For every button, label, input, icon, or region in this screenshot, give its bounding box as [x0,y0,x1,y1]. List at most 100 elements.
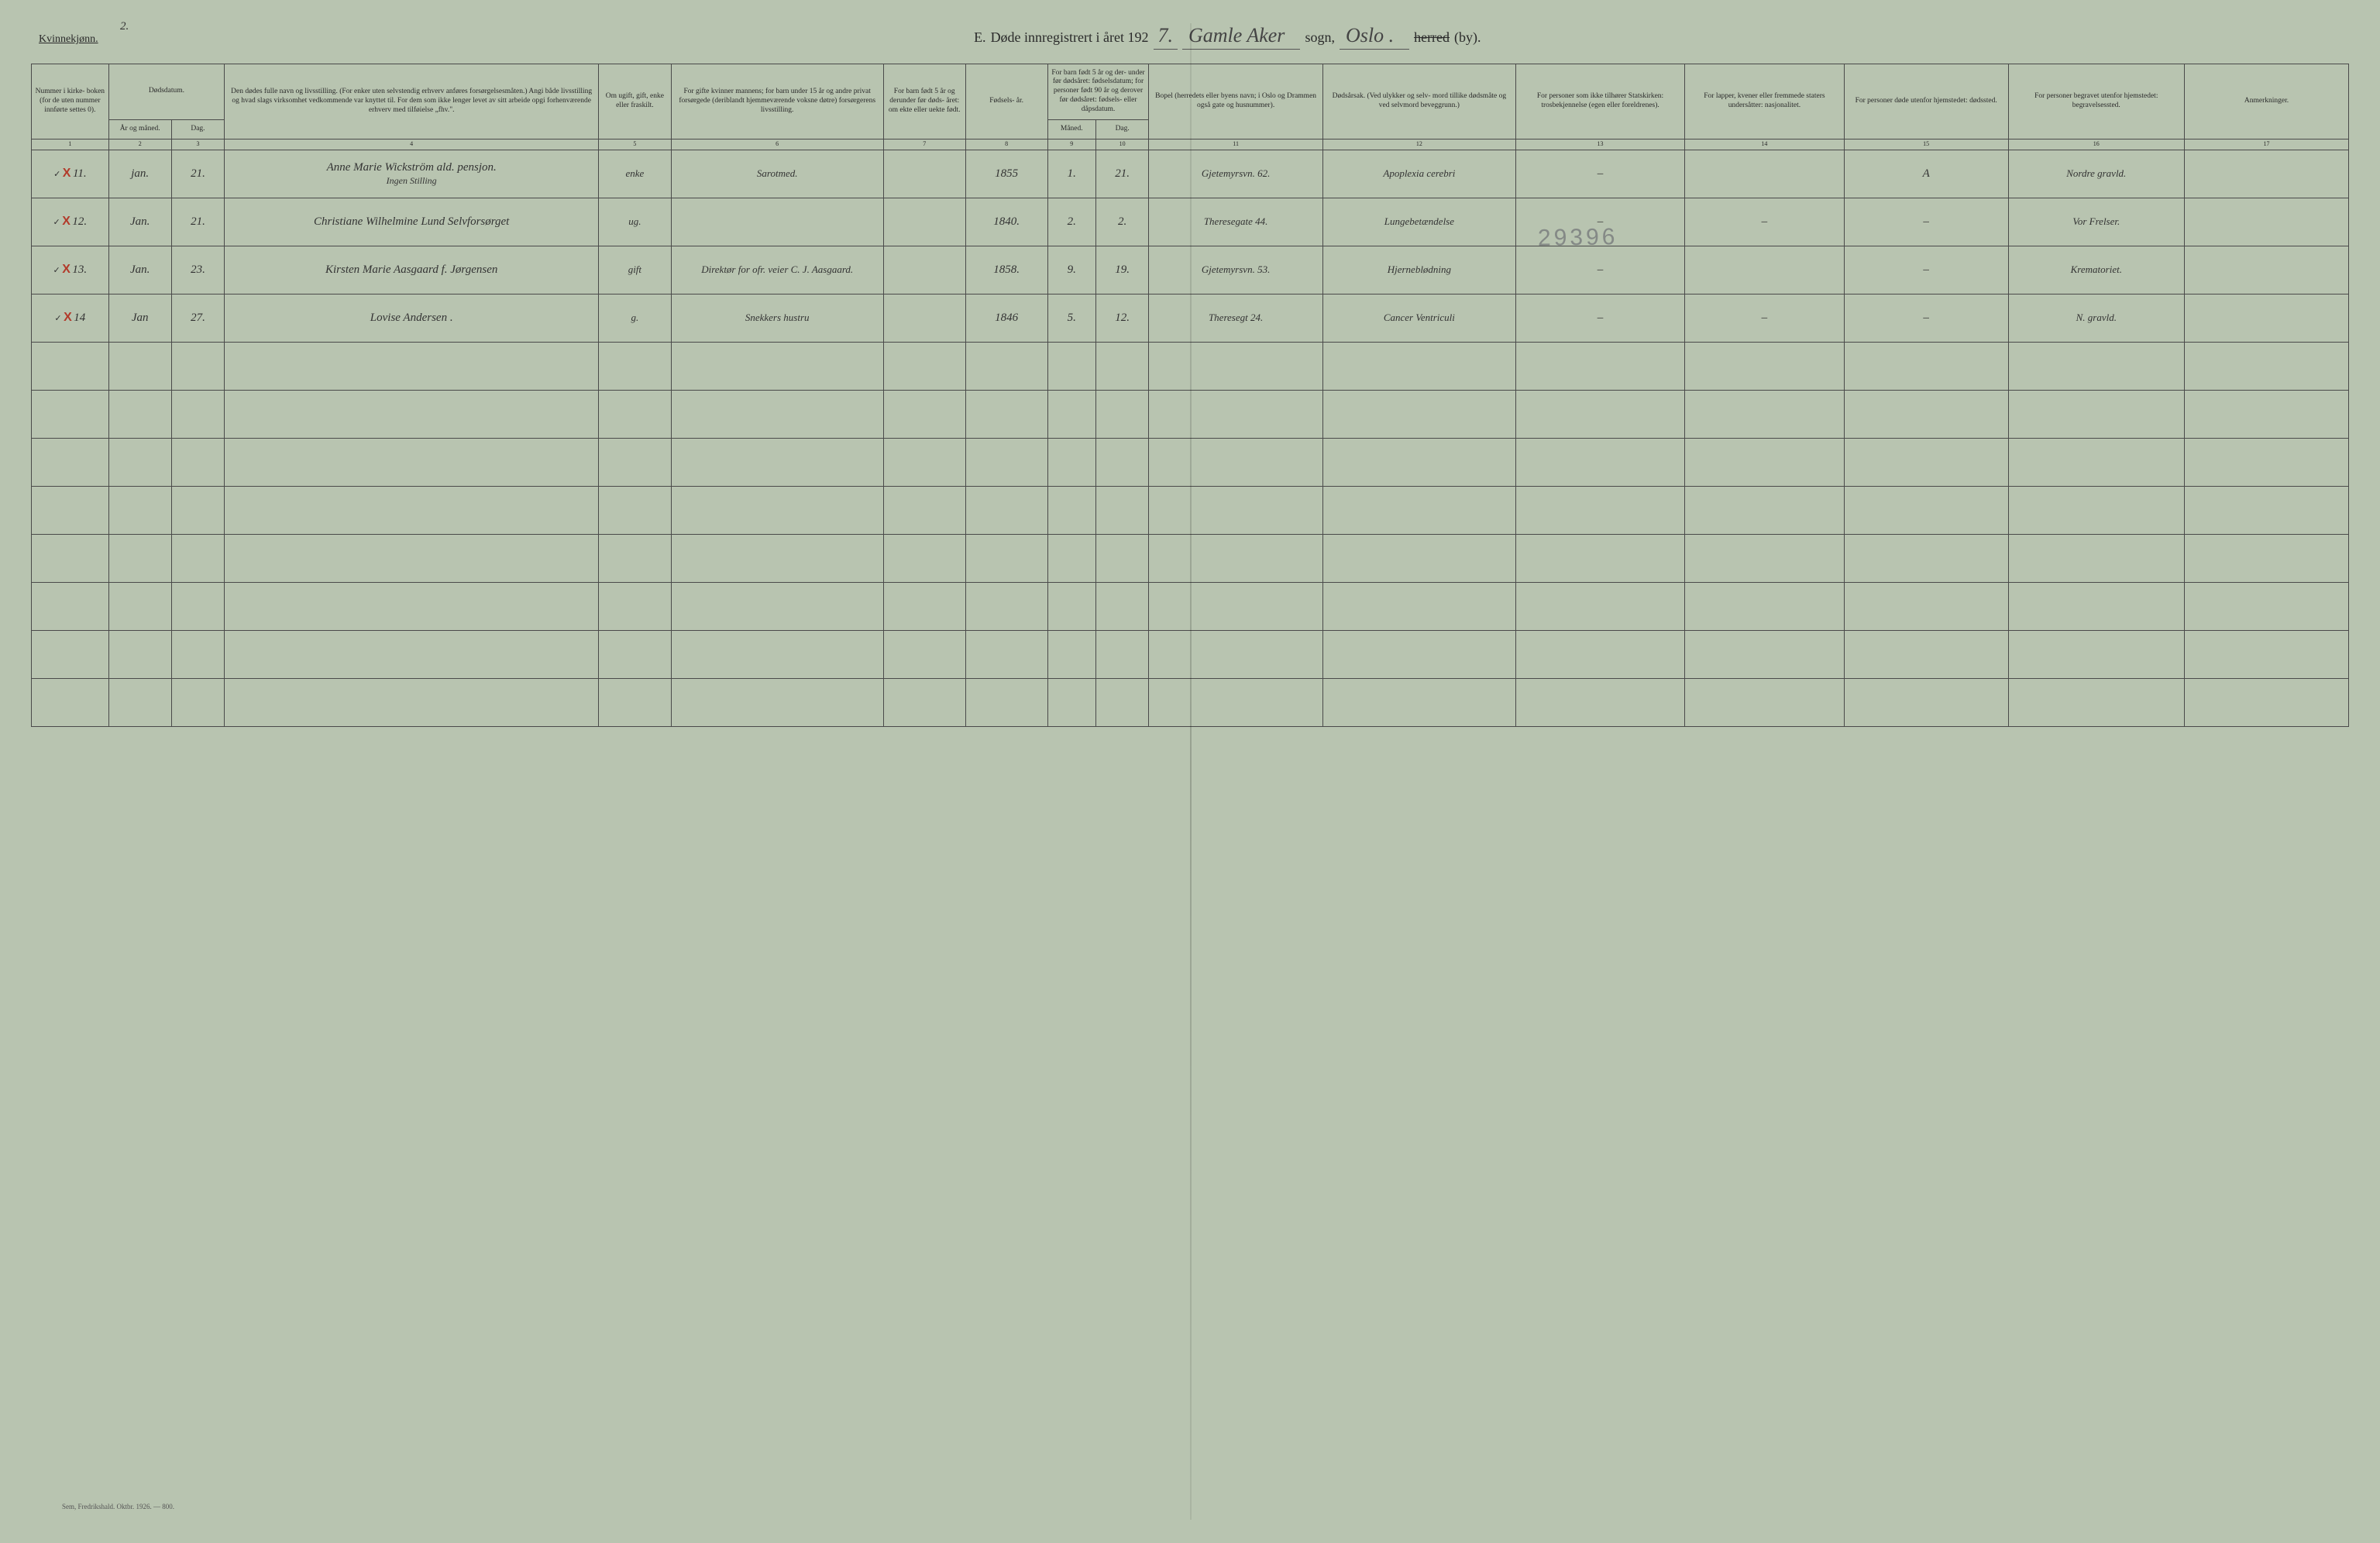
cell-cause: Hjerneblødning [1322,246,1515,294]
empty-cell [1322,342,1515,390]
empty-cell [1149,678,1322,726]
table-row: ✓ X 13.Jan.23.Kirsten Marie Aasgaard f. … [32,246,2349,294]
entry-number: 11. [73,167,87,180]
name: Lovise Andersen . [227,311,596,325]
city-handwritten: Oslo . [1340,23,1409,50]
empty-cell [2185,534,2349,582]
col-header-3: Dag. [171,119,225,139]
empty-cell [1047,342,1095,390]
cell-17 [2185,198,2349,246]
empty-cell [671,678,883,726]
empty-cell [1149,630,1322,678]
colnum: 2 [108,139,171,150]
birth-month: 2. [1068,215,1076,228]
empty-cell [1095,438,1149,486]
cell-cause: Apoplexia cerebri [1322,150,1515,198]
empty-cell [171,390,225,438]
month: Jan. [130,215,150,228]
c14: – [1762,215,1768,228]
empty-cell [1516,342,1685,390]
empty-cell [225,342,599,390]
burial-place: N. gravld. [2076,312,2117,323]
by-suffix: (by). [1454,29,1481,46]
empty-cell [599,534,671,582]
cell-birthyear: 1846 [965,294,1047,342]
col-header-10: Dag. [1095,119,1149,139]
table-row-empty [32,438,2349,486]
page-corner-number: 2. [120,19,129,34]
colnum: 7 [883,139,965,150]
table-row-empty [32,630,2349,678]
name: Kirsten Marie Aasgaard f. Jørgensen [227,263,596,277]
burial-place: Nordre gravld. [2066,167,2126,179]
c13: – [1598,167,1604,180]
empty-cell [599,390,671,438]
cell-day: 23. [171,246,225,294]
empty-cell [1047,582,1095,630]
empty-cell [671,390,883,438]
empty-cell [108,534,171,582]
empty-cell [1047,390,1095,438]
empty-cell [1844,678,2008,726]
empty-cell [32,582,109,630]
colnum: 8 [965,139,1047,150]
empty-cell [1685,582,1845,630]
empty-cell [1516,438,1685,486]
empty-cell [671,630,883,678]
empty-cell [1685,390,1845,438]
empty-cell [965,582,1047,630]
empty-cell [599,486,671,534]
empty-cell [1322,438,1515,486]
empty-cell [599,678,671,726]
printer-footer: Sem, Fredrikshald. Oktbr. 1926. — 800. [62,1503,174,1510]
empty-cell [32,438,109,486]
empty-cell [965,342,1047,390]
col-header-11: Bopel (herredets eller byens navn; i Osl… [1149,64,1322,139]
colnum: 16 [2008,139,2184,150]
empty-cell [2008,390,2184,438]
cause-of-death: Apoplexia cerebri [1383,167,1455,179]
birth-month: 1. [1068,167,1076,180]
x-mark: X [62,263,71,276]
colnum: 9 [1047,139,1095,150]
empty-cell [1149,342,1322,390]
colnum: 14 [1685,139,1845,150]
cell-bopel: Gjetemyrsvn. 53. [1149,246,1322,294]
table-row: ✓ X 11.jan.21.Anne Marie Wickström ald. … [32,150,2349,198]
empty-cell [2185,678,2349,726]
residence: Gjetemyrsvn. 62. [1202,167,1270,179]
cell-bd: 2. [1095,198,1149,246]
cell-cause: Cancer Ventriculi [1322,294,1515,342]
empty-cell [1844,486,2008,534]
empty-cell [2185,342,2349,390]
title-print-1: Døde innregistrert i året 192 [991,29,1149,46]
col-header-2: År og måned. [108,119,171,139]
marital-status: ug. [628,215,641,227]
empty-cell [883,630,965,678]
empty-cell [108,342,171,390]
spouse-occupation: Sarotmed. [757,167,798,179]
cell-day: 21. [171,150,225,198]
empty-cell [1685,486,1845,534]
empty-cell [225,486,599,534]
birth-day: 19. [1115,263,1130,276]
cell-14 [1685,150,1845,198]
colnum: 10 [1095,139,1149,150]
month: jan. [131,167,149,180]
cell-name: Kirsten Marie Aasgaard f. Jørgensen [225,246,599,294]
empty-cell [108,678,171,726]
empty-cell [883,438,965,486]
empty-cell [599,342,671,390]
cell-13: – [1516,294,1685,342]
empty-cell [1095,486,1149,534]
empty-cell [2008,678,2184,726]
cell-17 [2185,294,2349,342]
col-header-4: Den dødes fulle navn og livsstilling. (F… [225,64,599,139]
empty-cell [1149,486,1322,534]
empty-cell [225,630,599,678]
colnum: 12 [1322,139,1515,150]
empty-cell [883,582,965,630]
empty-cell [2185,438,2349,486]
empty-cell [32,534,109,582]
cell-bopel: Theresegt 24. [1149,294,1322,342]
